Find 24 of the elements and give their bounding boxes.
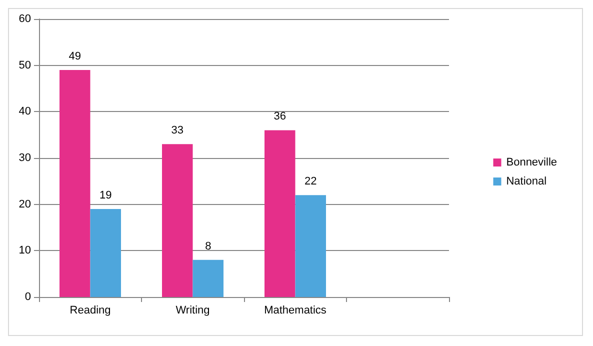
data-label: 22: [304, 176, 317, 188]
x-tick-label: Reading: [70, 304, 111, 316]
y-tick-label: 30: [18, 152, 31, 164]
bar: [60, 70, 90, 297]
data-label: 8: [205, 240, 212, 252]
y-tick-label: 10: [18, 244, 31, 257]
x-tick-label: Mathematics: [264, 304, 327, 316]
y-tick-label: 60: [18, 13, 31, 25]
data-label: 33: [171, 124, 184, 137]
legend-label: Bonneville: [506, 156, 558, 168]
y-tick-label: 40: [18, 106, 31, 118]
data-label: 19: [100, 189, 112, 202]
y-tick-label: 50: [18, 59, 31, 72]
bar: [162, 144, 193, 297]
y-tick-label: 20: [18, 198, 31, 210]
bar: [264, 130, 296, 297]
data-label: 49: [68, 50, 81, 62]
bar: [295, 195, 326, 297]
bar: [192, 260, 224, 297]
legend-label: National: [506, 176, 547, 188]
data-label: 36: [274, 110, 286, 123]
x-tick-label: Writing: [176, 304, 210, 316]
bar: [90, 208, 121, 297]
y-tick-label: 0: [24, 291, 31, 303]
